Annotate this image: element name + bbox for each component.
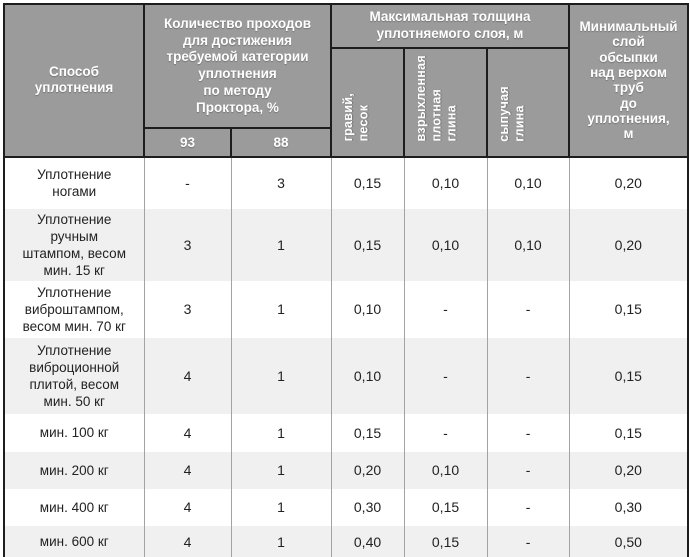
cell-loosened-clay: 0,15 [403, 525, 488, 557]
cell-gravel-sand: 0,15 [330, 156, 405, 209]
cell-backfill: 0,20 [568, 451, 689, 489]
header-row-passes-sub: 93 88 [4, 127, 688, 158]
cell-passes-93: 3 [143, 280, 232, 338]
cell-passes-93: 3 [143, 208, 232, 281]
cell-loosened-clay: - [403, 413, 488, 452]
table-row: мин. 600 кг 4 1 0,40 0,15 - 0,50 [3, 525, 689, 557]
header-method: Способ уплотнения [3, 3, 145, 158]
cell-dry-clay: - [486, 280, 570, 338]
cell-loosened-clay: 0,10 [403, 156, 488, 209]
header-thickness: Максимальная толщина уплотняемого слоя, … [330, 3, 571, 49]
cell-method: Уплотнение ногами [3, 156, 145, 209]
cell-dry-clay: - [486, 488, 570, 526]
table-row: Уплотнение ручным штампом, весом мин. 15… [3, 208, 689, 281]
cell-loosened-clay: 0,15 [403, 488, 488, 526]
table-row: мин. 400 кг 4 1 0,30 0,15 - 0,30 [3, 488, 689, 526]
cell-passes-88: 3 [230, 156, 332, 209]
cell-dry-clay: - [486, 525, 570, 557]
header-row-groups: Способ уплотнения Количество проходов дл… [3, 2, 690, 158]
cell-backfill: 0,20 [568, 156, 689, 209]
header-passes-93: 93 [143, 127, 232, 158]
cell-gravel-sand: 0,10 [330, 337, 405, 414]
cell-loosened-clay: 0,10 [403, 208, 488, 281]
cell-passes-88: 1 [230, 208, 332, 281]
header-gravel-sand: гравий, песок [330, 47, 406, 158]
header-dry-clay-label: сыпучая глина [497, 85, 527, 142]
cell-method: Уплотнение ручным штампом, весом мин. 15… [3, 208, 145, 281]
cell-loosened-clay: - [403, 337, 488, 414]
cell-gravel-sand: 0,20 [330, 451, 405, 489]
table-row: Уплотнение виброционной плитой, весом ми… [3, 337, 689, 414]
header-backfill: Минимальный слой обсыпки над верхом труб… [568, 3, 690, 158]
cell-passes-88: 1 [230, 337, 332, 414]
cell-passes-88: 1 [230, 451, 332, 489]
cell-passes-88: 1 [230, 413, 332, 452]
cell-passes-88: 1 [230, 488, 332, 526]
cell-gravel-sand: 0,10 [330, 280, 405, 338]
header-passes-88: 88 [229, 127, 333, 158]
header-dry-clay: сыпучая глина [486, 47, 571, 158]
cell-dry-clay: 0,10 [486, 208, 570, 281]
cell-gravel-sand: 0,30 [330, 488, 405, 526]
cell-passes-93: 4 [143, 451, 232, 489]
cell-loosened-clay: 0,10 [403, 451, 488, 489]
cell-gravel-sand: 0,40 [330, 525, 405, 557]
cell-dry-clay: 0,10 [486, 156, 570, 209]
table-row: Уплотнение виброштампом, весом мин. 70 к… [3, 280, 689, 338]
cell-passes-93: 4 [143, 413, 232, 452]
cell-passes-93: 4 [143, 525, 232, 557]
cell-backfill: 0,15 [568, 413, 689, 452]
cell-method: мин. 200 кг [3, 451, 145, 489]
cell-backfill: 0,15 [568, 280, 689, 338]
cell-method: мин. 400 кг [3, 488, 145, 526]
cell-gravel-sand: 0,15 [330, 413, 405, 452]
cell-dry-clay: - [486, 337, 570, 414]
cell-method: мин. 600 кг [3, 525, 145, 557]
cell-method: мин. 100 кг [3, 413, 145, 452]
cell-backfill: 0,50 [568, 525, 689, 557]
header-row-rotated: гравий, песок взрыхленная плотная глина … [4, 47, 688, 158]
header-passes: Количество проходов для достижения требу… [142, 2, 333, 130]
compaction-table: Способ уплотнения Количество проходов дл… [3, 2, 690, 557]
cell-passes-93: 4 [143, 337, 232, 414]
table-row: мин. 100 кг 4 1 0,15 - - 0,15 [3, 413, 689, 452]
cell-backfill: 0,15 [568, 337, 689, 414]
table-header: Способ уплотнения Количество проходов дл… [3, 2, 690, 158]
header-loosened-dense-clay-label: взрыхленная плотная глина [414, 55, 459, 142]
cell-passes-93: - [143, 156, 232, 209]
cell-passes-88: 1 [230, 280, 332, 338]
table-row: мин. 200 кг 4 1 0,20 0,10 - 0,20 [3, 451, 689, 489]
table-row: Уплотнение ногами - 3 0,15 0,10 0,10 0,2… [3, 156, 689, 209]
cell-gravel-sand: 0,15 [330, 208, 405, 281]
cell-dry-clay: - [486, 451, 570, 489]
cell-method: Уплотнение виброштампом, весом мин. 70 к… [3, 280, 145, 338]
table-body: Уплотнение ногами - 3 0,15 0,10 0,10 0,2… [3, 156, 689, 557]
cell-method: Уплотнение виброционной плитой, весом ми… [3, 337, 145, 414]
cell-passes-88: 1 [230, 525, 332, 557]
cell-backfill: 0,30 [568, 488, 689, 526]
cell-dry-clay: - [486, 413, 570, 452]
cell-backfill: 0,20 [568, 208, 689, 281]
header-gravel-sand-label: гравий, песок [341, 93, 371, 142]
cell-passes-93: 4 [143, 488, 232, 526]
cell-loosened-clay: - [403, 280, 488, 338]
header-loosened-dense-clay: взрыхленная плотная глина [403, 47, 489, 158]
